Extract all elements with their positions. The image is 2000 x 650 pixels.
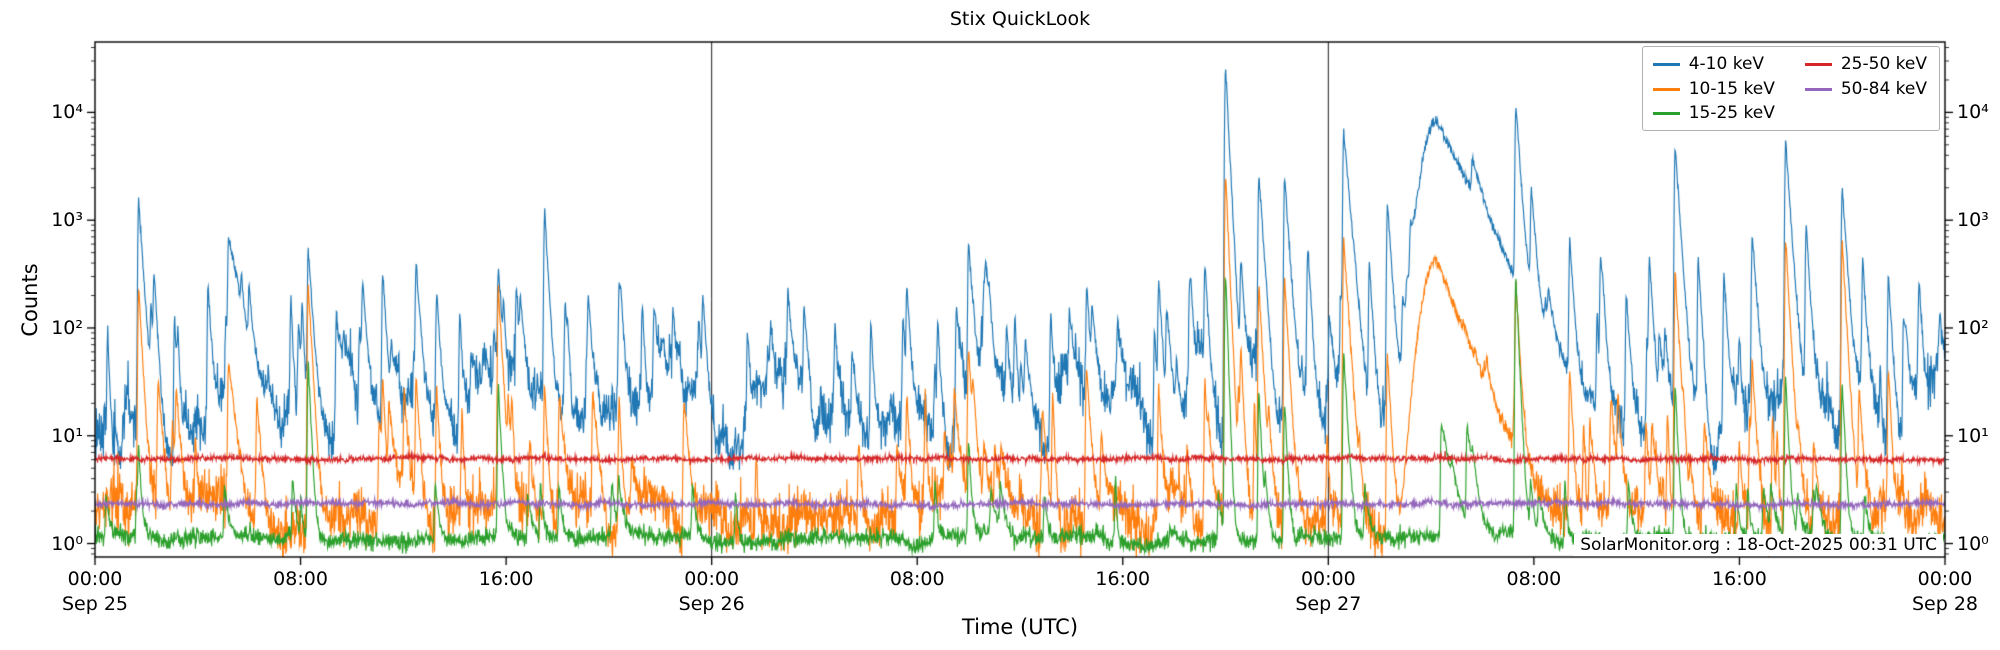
legend-column: 25-50 keV 50-84 keV bbox=[1804, 54, 1927, 123]
legend-label: 15-25 keV bbox=[1688, 103, 1775, 124]
legend-line-swatch bbox=[1804, 87, 1832, 91]
legend-item: 10-15 keV bbox=[1652, 78, 1775, 99]
legend-item: 25-50 keV bbox=[1804, 54, 1927, 74]
legend-line-swatch bbox=[1652, 87, 1680, 91]
legend-line-swatch bbox=[1652, 112, 1680, 116]
y-axis-label: Counts bbox=[18, 263, 42, 337]
legend-item: 50-84 keV bbox=[1804, 78, 1927, 99]
legend-column: 4-10 keV 10-15 keV 15-25 keV bbox=[1652, 54, 1775, 124]
legend: 4-10 keV 10-15 keV 15-25 keV 25-50 keV 50-84… bbox=[1641, 46, 1940, 132]
legend-line-swatch bbox=[1652, 62, 1680, 66]
solarmonitor-annotation: SolarMonitor.org : 18-Oct-2025 00:31 UTC bbox=[1574, 534, 1943, 556]
legend-line-swatch bbox=[1804, 62, 1832, 66]
legend-label: 10-15 keV bbox=[1688, 78, 1775, 99]
legend-label: 25-50 keV bbox=[1840, 54, 1927, 74]
legend-item: 4-10 keV bbox=[1652, 54, 1775, 74]
legend-label: 4-10 keV bbox=[1688, 54, 1765, 74]
x-axis-label: Time (UTC) bbox=[961, 615, 1079, 639]
legend-label: 50-84 keV bbox=[1840, 78, 1927, 99]
chart-title: Stix QuickLook bbox=[949, 8, 1091, 30]
legend-item: 15-25 keV bbox=[1652, 103, 1775, 124]
